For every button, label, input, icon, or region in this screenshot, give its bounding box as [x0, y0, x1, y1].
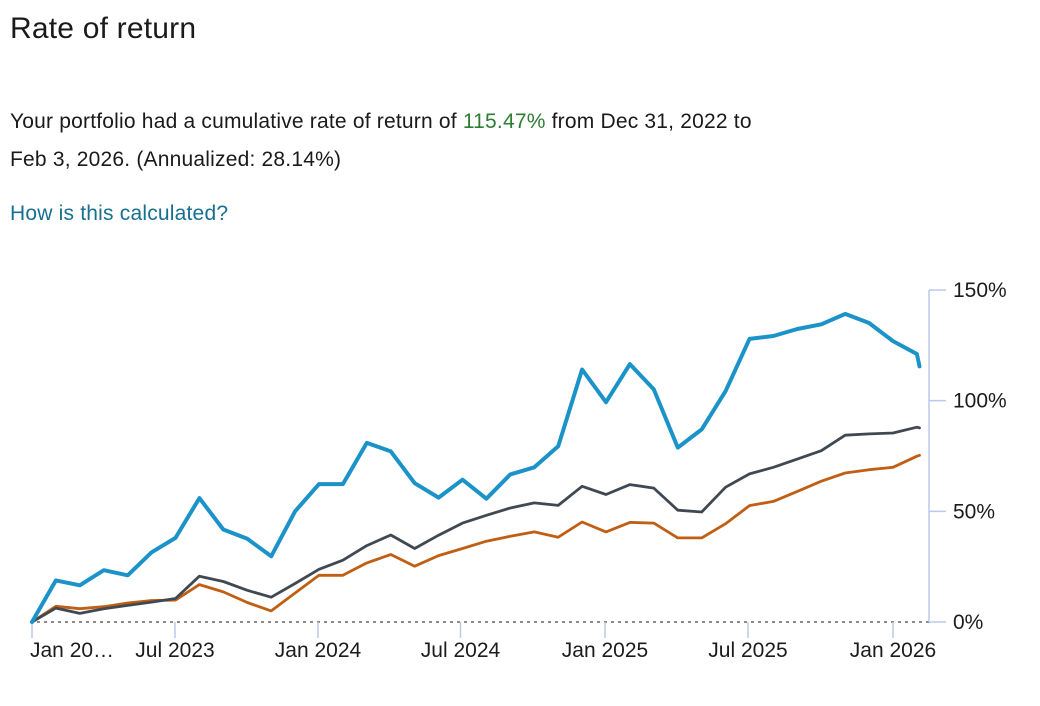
x-axis-tick-label: Jan 2024: [275, 639, 362, 662]
y-axis-tick-label: 150%: [953, 279, 1007, 302]
y-axis-tick-label: 50%: [953, 500, 995, 523]
series-line-portfolio: [30, 311, 922, 624]
rate-of-return-chart[interactable]: Jan 20… Jul 2023 Jan 2024 Jul 2024 Jan 2025 J…: [0, 270, 1040, 701]
x-axis-tick-label: Jan 2026: [850, 639, 936, 662]
summary-line1-after: from Dec 31, 2022 to: [545, 110, 752, 133]
series-line-orange: [30, 453, 921, 624]
summary-line1-before: Your portfolio had a cumulative rate of …: [10, 110, 463, 133]
x-axis-tick-label: Jul 2023: [135, 639, 214, 662]
y-axis-tick-label: 100%: [953, 390, 1007, 413]
chart-svg: Jan 20… Jul 2023 Jan 2024 Jul 2024 Jan 2025 J…: [30, 279, 1007, 662]
summary-line-2: Feb 3, 2026. (Annualized: 28.14%): [10, 148, 342, 171]
x-axis-tick-label: Jul 2025: [708, 639, 787, 662]
cumulative-return-value: 115.47%: [462, 110, 546, 133]
page-title: Rate of return: [10, 12, 197, 45]
x-axis-tick-label: Jan 2025: [562, 639, 648, 662]
x-axis-tick-label: Jul 2024: [421, 639, 501, 662]
series-line-gray: [30, 425, 921, 624]
how-calculated-link[interactable]: How is this calculated?: [10, 202, 229, 225]
summary-line-1: Your portfolio had a cumulative rate of …: [10, 103, 752, 141]
y-axis-tick-label: 0%: [953, 611, 983, 634]
summary-text: Your portfolio had a cumulative rate of …: [10, 103, 752, 179]
x-axis-tick-label: Jan 20…: [30, 639, 114, 662]
